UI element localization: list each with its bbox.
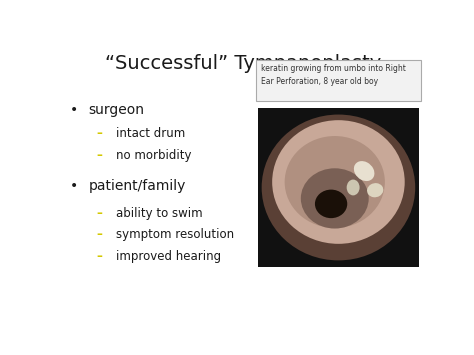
Text: –: – [96, 207, 102, 220]
Ellipse shape [367, 183, 383, 197]
Text: •: • [70, 103, 79, 117]
Text: ability to swim: ability to swim [116, 207, 203, 220]
Text: patient/family: patient/family [89, 179, 186, 193]
Ellipse shape [262, 115, 415, 261]
Ellipse shape [301, 168, 369, 229]
Text: •: • [70, 179, 79, 193]
Text: –: – [96, 229, 102, 241]
Text: “Successful” Tympanoplasty: “Successful” Tympanoplasty [105, 54, 381, 72]
Ellipse shape [346, 180, 360, 195]
Ellipse shape [315, 190, 347, 218]
Text: keratin growing from umbo into Right
Ear Perforation, 8 year old boy: keratin growing from umbo into Right Ear… [261, 65, 406, 86]
FancyBboxPatch shape [258, 108, 419, 267]
Ellipse shape [354, 161, 374, 181]
Ellipse shape [285, 136, 385, 228]
Text: improved hearing: improved hearing [116, 250, 221, 263]
FancyBboxPatch shape [256, 60, 421, 102]
Text: no morbidity: no morbidity [116, 149, 191, 162]
Ellipse shape [272, 120, 405, 244]
Text: –: – [96, 250, 102, 263]
Text: intact drum: intact drum [116, 127, 185, 140]
Text: –: – [96, 127, 102, 140]
Text: –: – [96, 149, 102, 162]
Text: surgeon: surgeon [89, 103, 145, 117]
Text: symptom resolution: symptom resolution [116, 229, 234, 241]
